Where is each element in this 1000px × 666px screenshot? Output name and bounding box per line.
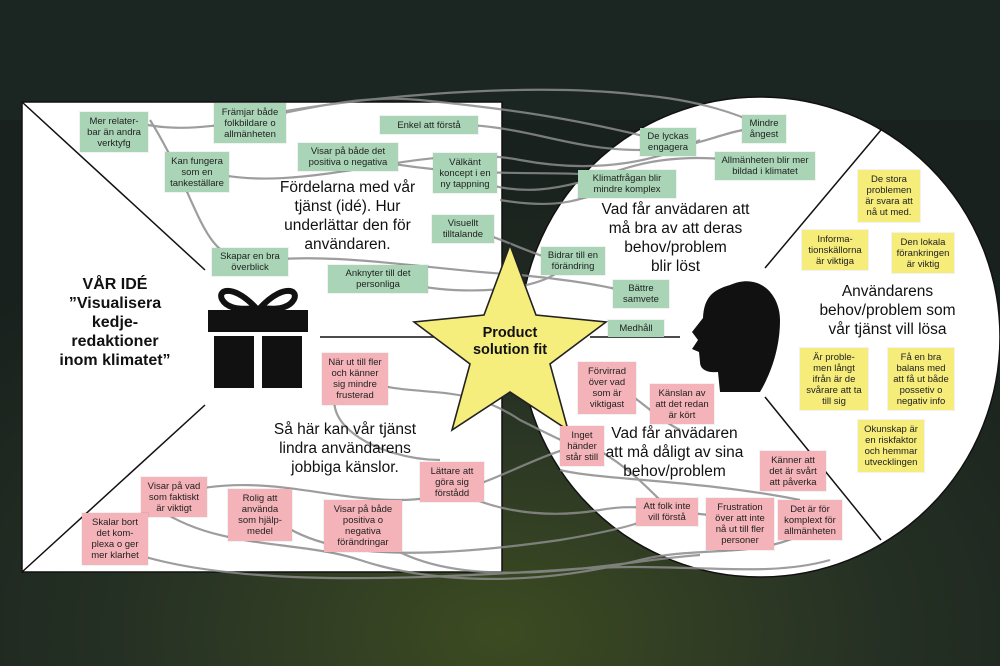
customer-job-note: Få en bra balans med att få ut både poss… xyxy=(888,348,954,410)
gift-icon xyxy=(208,287,308,388)
pain-reliever-note: Rolig att använda som hjälp- medel xyxy=(228,489,292,541)
gain-note: Bättre samvete xyxy=(613,280,669,308)
gain-creator-note: Kan fungera som en tankeställare xyxy=(165,152,229,192)
pain-note: Inget händer står still xyxy=(560,426,604,466)
gain-creators-heading: Fördelarna med vår tjänst (idé). Hur und… xyxy=(279,179,416,253)
head-icon xyxy=(692,281,780,392)
customer-job-note: Är proble- men långt ifrån är de svårare… xyxy=(800,348,868,410)
gain-note: De lyckas engagera xyxy=(640,128,696,156)
gain-creator-note: Skapar en bra överblick xyxy=(212,248,288,276)
gain-creator-note: Välkänt koncept i en ny tappning xyxy=(433,153,497,193)
gain-creator-note: Främjar både folkbildare o allmänheten xyxy=(214,103,286,143)
customer-profile-divider xyxy=(764,129,882,269)
customer-job-note: Den lokala förankringen är viktig xyxy=(892,233,954,273)
customer-job-note: Informa- tionskällorna är viktiga xyxy=(802,230,868,270)
pain-reliever-note: Visar på vad som faktiskt är viktigt xyxy=(141,477,207,517)
gain-note: Medhåll xyxy=(608,320,664,337)
value-map-divider xyxy=(21,101,206,271)
gain-note: Klimatfrågan blir mindre komplex xyxy=(578,170,676,198)
star-icon xyxy=(411,242,609,432)
pain-reliever-note: Lättare att göra sig förstådd xyxy=(420,462,484,502)
value-map-divider xyxy=(21,404,206,573)
pain-note: Det är för komplext för allmänheten xyxy=(778,500,842,540)
pain-note: Förvirrad över vad som är viktigast xyxy=(578,362,636,414)
gain-note: Allmänheten blir mer bildad i klimatet xyxy=(715,152,815,180)
gain-creator-note: Anknyter till det personliga xyxy=(328,265,428,293)
pain-reliever-note: Skalar bort det kom- plexa o ger mer kla… xyxy=(82,513,148,565)
customer-jobs-heading: Användarens behov/problem som vår tjänst… xyxy=(819,283,956,338)
pain-relievers-heading: Så här kan vår tjänst lindra användarens… xyxy=(273,421,417,476)
pain-note: Känslan av att det redan är kört xyxy=(650,384,714,424)
pain-note: Känner att det är svårt att påverka xyxy=(760,451,826,491)
gain-creator-note: Visar på både det positiva o negativa xyxy=(298,143,398,171)
gain-creator-note: Enkel att förstå xyxy=(380,116,478,134)
customer-job-note: De stora problemen är svara att nå ut me… xyxy=(858,170,920,222)
gains-heading: Vad får anvädaren att må bra av att dera… xyxy=(601,201,750,275)
gain-creator-note: Mer relater- bar än andra verktyfg xyxy=(80,112,148,152)
pain-note: Frustration över att inte nå ut till fle… xyxy=(706,498,774,550)
product-solution-fit-label: Product solution fit xyxy=(472,325,548,358)
idea-title: VÅR IDÉ ”Visualisera kedje- redaktioner … xyxy=(59,276,171,369)
customer-job-note: Okunskap är en riskfaktor och hemmar utv… xyxy=(858,420,924,472)
gain-note: Mindre ångest xyxy=(742,115,786,143)
gain-creator-note: Visuellt tilltalande xyxy=(432,215,494,243)
pains-heading: Vad får anvädaren att må dåligt av sina … xyxy=(605,425,744,480)
pain-reliever-note: När ut till fler och känner sig mindre f… xyxy=(322,353,388,405)
pain-note: Att folk inte vill förstå xyxy=(636,498,698,526)
gain-note: Bidrar till en förändring xyxy=(541,247,605,275)
pain-reliever-note: Visar på både positiva o negativa föränd… xyxy=(324,500,402,552)
